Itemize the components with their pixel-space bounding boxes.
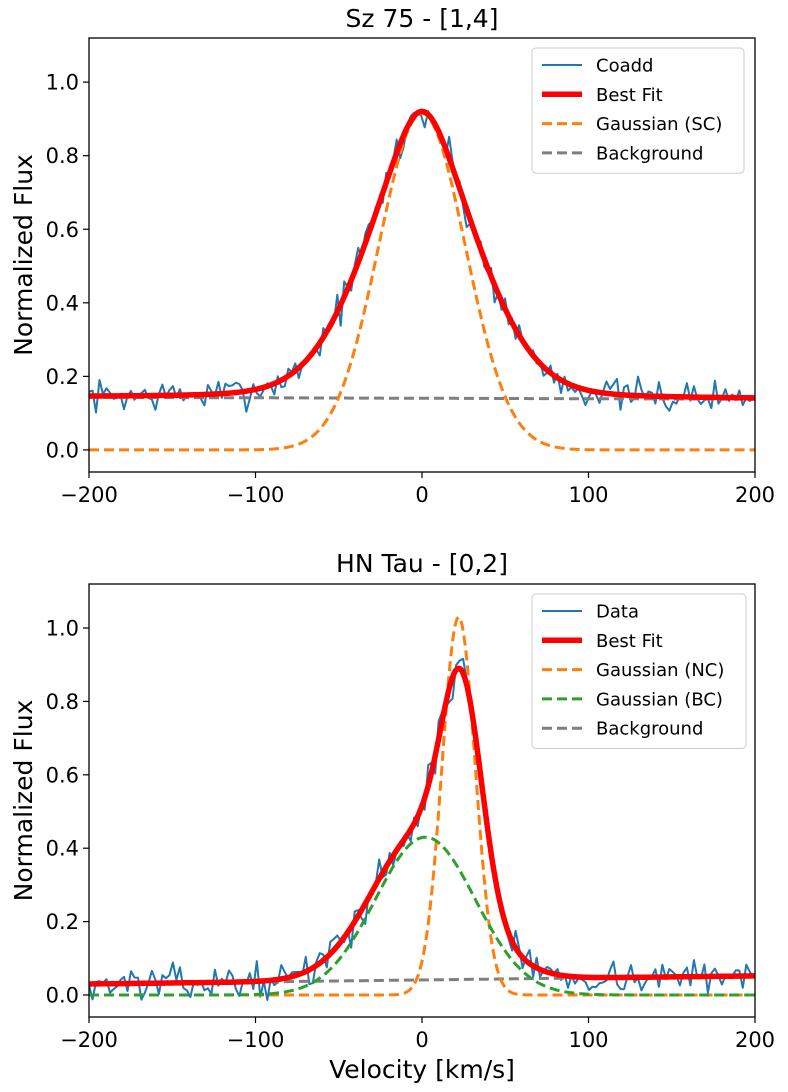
plot-area (89, 108, 755, 452)
plot-area (89, 615, 755, 1001)
series-background (89, 395, 755, 401)
legend: Data Best Fit Gaussian (NC) Gaussian (BC) Ba… (531, 593, 747, 749)
y-axis-label: Normalized Flux (9, 154, 38, 356)
x-tick-label: 200 (735, 483, 775, 507)
x-tick-label: −100 (227, 483, 285, 507)
y-tick-label: 0.0 (46, 438, 79, 462)
x-tick-label: −100 (227, 1028, 285, 1052)
chart-title: HN Tau - [0,2] (336, 549, 508, 578)
y-tick-label: 0.2 (46, 910, 79, 934)
legend-label: Gaussian (SC) (596, 114, 722, 135)
x-axis-label: Velocity [km/s] (329, 1055, 515, 1084)
x-tick-label: 100 (568, 483, 608, 507)
legend-label: Best Fit (596, 85, 663, 106)
legend-label: Background (596, 143, 703, 164)
y-tick-label: 1.0 (46, 617, 79, 641)
legend-label: Gaussian (NC) (596, 660, 724, 681)
chart-panel-1: Sz 75 - [1,4] Normalized Flux −200 −100 0 100… (9, 4, 775, 507)
chart-title: Sz 75 - [1,4] (346, 4, 499, 33)
x-tick-label: 100 (568, 1028, 608, 1052)
legend-box (531, 593, 747, 749)
x-tick-label: −200 (60, 1028, 118, 1052)
y-tick-label: 0.6 (46, 218, 79, 242)
x-tick-label: 200 (735, 1028, 775, 1052)
chart-panel-2: HN Tau - [0,2] Normalized Flux −200 −100 0 10… (9, 549, 775, 1052)
y-tick-label: 0.8 (46, 144, 79, 168)
series-best-fit (89, 665, 755, 987)
y-tick-label: 0.4 (46, 291, 79, 315)
y-tick-label: 0.2 (46, 365, 79, 389)
y-tick-label: 0.4 (46, 837, 79, 861)
y-tick-label: 0.0 (46, 983, 79, 1007)
legend-label: Coadd (596, 56, 653, 77)
legend-box (531, 47, 745, 174)
legend-label: Data (596, 602, 639, 623)
x-tick-label: 0 (415, 1028, 428, 1052)
y-axis-label: Normalized Flux (9, 700, 38, 902)
x-tick-label: 0 (415, 483, 428, 507)
y-tick-label: 0.6 (46, 763, 79, 787)
y-tick-label: 0.8 (46, 690, 79, 714)
legend-label: Background (596, 719, 703, 740)
series-best-fit (89, 108, 755, 401)
legend: Coadd Best Fit Gaussian (SC) Background (531, 47, 745, 174)
legend-label: Gaussian (BC) (596, 689, 723, 710)
y-tick-label: 1.0 (46, 71, 79, 95)
legend-label: Best Fit (596, 631, 663, 652)
series-gaussian-bc (89, 835, 755, 997)
x-tick-label: −200 (60, 483, 118, 507)
